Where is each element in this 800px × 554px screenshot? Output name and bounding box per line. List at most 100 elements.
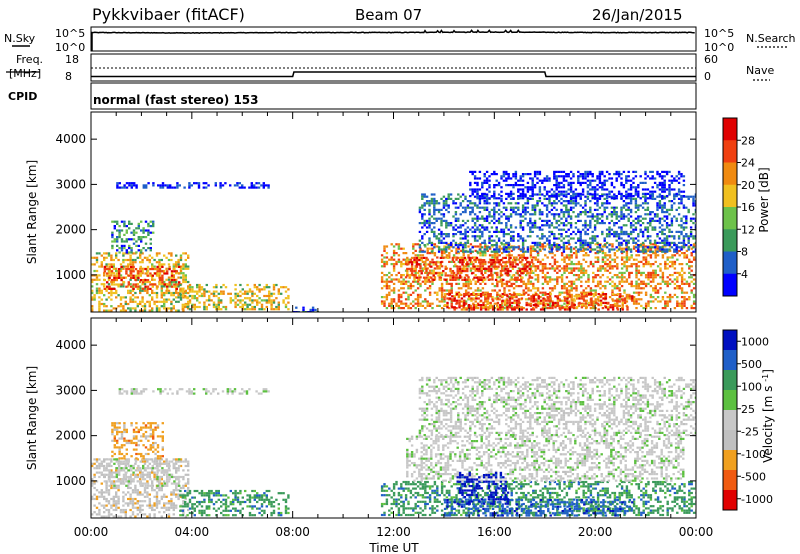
echo-cell xyxy=(599,287,602,290)
echo-cell xyxy=(663,239,666,242)
echo-cell xyxy=(430,276,433,279)
echo-cell xyxy=(656,291,660,294)
echo-cell xyxy=(673,244,676,247)
echo-cell xyxy=(550,204,554,207)
echo-cell xyxy=(604,260,607,263)
echo-cell xyxy=(539,291,542,294)
echo-cell xyxy=(538,226,542,229)
echo-cell xyxy=(438,304,441,307)
echo-cell xyxy=(541,263,545,266)
echo-cell xyxy=(542,301,545,304)
echo-cell xyxy=(579,219,582,222)
echo-cell xyxy=(122,258,125,262)
echo-cell xyxy=(566,304,569,307)
echo-cell xyxy=(565,254,569,257)
echo-cell xyxy=(568,243,571,246)
echo-cell xyxy=(260,299,264,302)
echo-cell xyxy=(270,301,273,304)
echo-cell xyxy=(457,193,460,196)
echo-cell xyxy=(220,308,223,311)
echo-cell xyxy=(125,182,129,185)
echo-cell xyxy=(493,307,497,310)
echo-cell xyxy=(402,302,405,305)
echo-cell xyxy=(130,222,133,225)
echo-cell xyxy=(444,274,447,277)
echo-cell xyxy=(406,267,409,270)
echo-cell xyxy=(203,305,206,309)
echo-cell xyxy=(153,300,156,303)
echo-cell xyxy=(615,211,618,214)
echo-cell xyxy=(395,243,398,246)
echo-cell xyxy=(467,254,470,257)
echo-cell xyxy=(221,184,225,187)
echo-cell xyxy=(122,265,125,268)
echo-cell xyxy=(555,226,558,229)
echo-cell xyxy=(562,184,566,187)
echo-cell xyxy=(146,274,150,277)
echo-cell xyxy=(613,248,616,251)
echo-cell xyxy=(654,243,657,246)
echo-cell xyxy=(160,283,163,286)
echo-cell xyxy=(593,202,597,205)
echo-cell xyxy=(601,222,604,225)
echo-cell xyxy=(470,261,474,264)
echo-cell xyxy=(557,195,561,198)
echo-cell xyxy=(383,247,386,250)
echo-cell xyxy=(406,270,409,273)
echo-cell xyxy=(453,299,456,302)
echo-cell xyxy=(165,267,168,270)
echo-cell xyxy=(116,220,119,223)
echo-cell xyxy=(532,271,535,274)
echo-cell xyxy=(458,306,461,309)
echo-cell xyxy=(423,213,426,216)
echo-cell xyxy=(565,247,569,250)
echo-cell xyxy=(442,241,446,244)
echo-cell xyxy=(507,202,510,205)
echo-cell xyxy=(149,231,152,234)
echo-cell xyxy=(160,258,163,262)
echo-cell xyxy=(673,307,677,310)
echo-cell xyxy=(136,256,139,259)
echo-cell xyxy=(444,267,447,270)
echo-cell xyxy=(478,267,481,270)
echo-cell xyxy=(388,293,391,296)
echo-cell xyxy=(620,237,623,240)
echo-cell xyxy=(395,278,398,281)
echo-cell xyxy=(613,235,616,238)
echo-cell xyxy=(568,258,571,261)
echo-cell xyxy=(524,258,528,261)
echo-cell xyxy=(122,307,125,310)
echo-cell xyxy=(526,250,530,253)
echo-cell xyxy=(591,241,594,244)
echo-cell xyxy=(666,296,669,299)
echo-cell xyxy=(659,300,662,303)
echo-cell xyxy=(517,202,520,205)
echo-cell xyxy=(510,293,513,296)
echo-cell xyxy=(487,295,490,298)
echo-cell xyxy=(100,291,103,295)
echo-cell xyxy=(599,247,602,250)
echo-cell xyxy=(434,263,438,266)
echo-cell xyxy=(428,237,431,240)
echo-cell xyxy=(125,268,128,271)
echo-cell xyxy=(504,256,507,259)
echo-cell xyxy=(424,280,427,283)
echo-cell xyxy=(137,225,140,228)
echo-cell xyxy=(589,247,593,250)
echo-cell xyxy=(455,249,458,252)
echo-cell xyxy=(521,188,525,191)
echo-cell xyxy=(182,296,185,299)
echo-cell xyxy=(434,272,438,275)
echo-cell xyxy=(524,186,527,189)
echo-cell xyxy=(677,224,681,227)
echo-cell xyxy=(111,220,114,223)
echo-cell xyxy=(584,244,587,247)
echo-cell xyxy=(616,307,619,310)
echo-cell xyxy=(507,219,510,222)
echo-cell xyxy=(100,298,103,301)
echo-cell xyxy=(140,249,143,252)
echo-cell xyxy=(620,276,624,279)
echo-cell xyxy=(119,302,123,306)
echo-cell xyxy=(423,224,426,227)
echo-cell xyxy=(166,285,169,288)
